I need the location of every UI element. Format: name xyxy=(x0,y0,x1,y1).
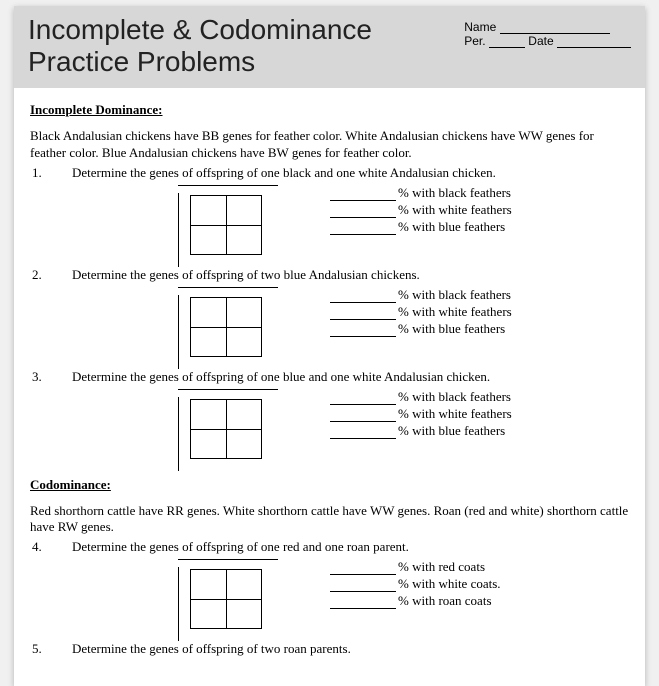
q5-number: 5. xyxy=(30,641,72,657)
per-label: Per. xyxy=(464,34,485,48)
q1-prompt: Determine the genes of offspring of one … xyxy=(72,165,629,181)
problem-2: 2. Determine the genes of offspring of t… xyxy=(30,267,629,363)
q3-answers: % with black feathers % with white feath… xyxy=(330,387,629,465)
ans-black-label: % with black feathers xyxy=(398,185,511,200)
q3-punnett[interactable] xyxy=(150,389,330,465)
q3-ans-white[interactable] xyxy=(330,410,396,422)
q1-number: 1. xyxy=(30,165,72,181)
problem-4: 4. Determine the genes of offspring of o… xyxy=(30,539,629,635)
q2-punnett[interactable] xyxy=(150,287,330,363)
q4-answers: % with red coats % with white coats. % w… xyxy=(330,557,629,635)
q4-prompt: Determine the genes of offspring of one … xyxy=(72,539,629,555)
ans-blue-label: % with blue feathers xyxy=(398,219,505,234)
q2-ans-white[interactable] xyxy=(330,308,396,320)
ans-white-label: % with white feathers xyxy=(398,406,512,421)
problem-5: 5. Determine the genes of offspring of t… xyxy=(30,641,629,657)
q2-prompt: Determine the genes of offspring of two … xyxy=(72,267,629,283)
per-date-row: Per. Date xyxy=(464,34,631,48)
q3-ans-black[interactable] xyxy=(330,393,396,405)
title-line1: Incomplete & Codominance xyxy=(28,14,372,46)
ans-white-label: % with white feathers xyxy=(398,304,512,319)
q1-ans-white[interactable] xyxy=(330,206,396,218)
ans-black-label: % with black feathers xyxy=(398,389,511,404)
name-blank[interactable] xyxy=(500,22,610,34)
ans-blue-label: % with blue feathers xyxy=(398,321,505,336)
section2-intro: Red shorthorn cattle have RR genes. Whit… xyxy=(30,503,629,536)
q4-ans-roan[interactable] xyxy=(330,597,396,609)
header-band: Incomplete & Codominance Practice Proble… xyxy=(14,6,645,88)
q4-number: 4. xyxy=(30,539,72,555)
section1-heading: Incomplete Dominance: xyxy=(30,102,629,118)
q3-ans-blue[interactable] xyxy=(330,427,396,439)
ans-white-label2: % with white coats. xyxy=(398,576,501,591)
section1-intro: Black Andalusian chickens have BB genes … xyxy=(30,128,629,161)
q3-prompt: Determine the genes of offspring of one … xyxy=(72,369,629,385)
q2-answers: % with black feathers % with white feath… xyxy=(330,285,629,363)
q4-ans-white[interactable] xyxy=(330,580,396,592)
q2-ans-blue[interactable] xyxy=(330,325,396,337)
title-line2: Practice Problems xyxy=(28,46,372,78)
content: Incomplete Dominance: Black Andalusian c… xyxy=(14,88,645,657)
problem-1: 1. Determine the genes of offspring of o… xyxy=(30,165,629,261)
q5-prompt: Determine the genes of offspring of two … xyxy=(72,641,629,657)
problem-3: 3. Determine the genes of offspring of o… xyxy=(30,369,629,465)
q1-punnett[interactable] xyxy=(150,185,330,261)
q1-answers: % with black feathers % with white feath… xyxy=(330,183,629,261)
ans-roan-label: % with roan coats xyxy=(398,593,492,608)
q3-number: 3. xyxy=(30,369,72,385)
ans-red-label: % with red coats xyxy=(398,559,485,574)
q2-ans-black[interactable] xyxy=(330,291,396,303)
section2-heading: Codominance: xyxy=(30,477,629,493)
meta-block: Name Per. Date xyxy=(464,14,631,48)
title-block: Incomplete & Codominance Practice Proble… xyxy=(28,14,372,78)
ans-white-label: % with white feathers xyxy=(398,202,512,217)
q2-number: 2. xyxy=(30,267,72,283)
per-blank[interactable] xyxy=(489,36,525,48)
date-blank[interactable] xyxy=(557,36,631,48)
q4-punnett[interactable] xyxy=(150,559,330,635)
name-label: Name xyxy=(464,20,496,34)
ans-black-label: % with black feathers xyxy=(398,287,511,302)
date-label: Date xyxy=(528,34,553,48)
worksheet-page: Incomplete & Codominance Practice Proble… xyxy=(14,6,645,686)
q1-ans-blue[interactable] xyxy=(330,223,396,235)
q1-ans-black[interactable] xyxy=(330,189,396,201)
name-row: Name xyxy=(464,20,631,34)
q4-ans-red[interactable] xyxy=(330,563,396,575)
ans-blue-label: % with blue feathers xyxy=(398,423,505,438)
